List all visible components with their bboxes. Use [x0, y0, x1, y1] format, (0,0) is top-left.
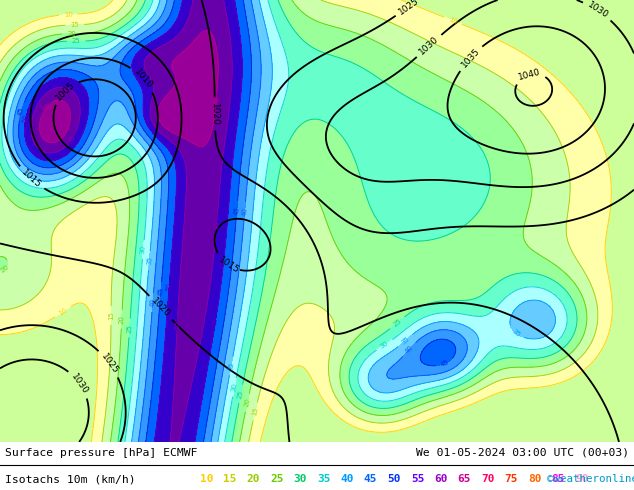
Text: 1025: 1025: [398, 0, 421, 17]
Text: 10: 10: [448, 16, 458, 25]
Text: 1030: 1030: [417, 35, 441, 57]
Text: 55: 55: [67, 134, 77, 145]
Text: 25: 25: [72, 38, 81, 44]
Text: 10: 10: [58, 307, 68, 317]
Text: 25: 25: [237, 389, 245, 399]
Text: 1030: 1030: [585, 0, 609, 21]
Text: 1025: 1025: [99, 351, 120, 375]
Text: Isotachs 10m (km/h): Isotachs 10m (km/h): [5, 474, 136, 485]
Text: ©weatheronline.co.uk: ©weatheronline.co.uk: [547, 474, 634, 485]
Text: 1020: 1020: [150, 296, 172, 319]
Text: 45: 45: [157, 287, 164, 296]
Text: 40: 40: [340, 474, 354, 485]
Text: 65: 65: [458, 474, 471, 485]
Text: 50: 50: [166, 282, 172, 291]
Text: 20: 20: [0, 264, 10, 274]
Text: 50: 50: [387, 474, 401, 485]
Text: 90: 90: [575, 474, 588, 485]
Text: 50: 50: [212, 317, 219, 326]
Text: 45: 45: [439, 359, 450, 368]
Text: 80: 80: [528, 474, 541, 485]
Text: 20: 20: [247, 474, 260, 485]
Text: 10: 10: [63, 11, 73, 18]
Text: 35: 35: [228, 361, 235, 371]
Text: 1040: 1040: [517, 68, 541, 82]
Text: 1015: 1015: [20, 168, 42, 190]
Text: 25: 25: [126, 323, 133, 333]
Text: 75: 75: [505, 474, 518, 485]
Text: 55: 55: [213, 220, 220, 229]
Text: 25: 25: [392, 318, 403, 328]
Text: 30: 30: [294, 474, 307, 485]
Text: 35: 35: [146, 256, 153, 266]
Text: 40: 40: [242, 207, 248, 216]
Text: 35: 35: [400, 336, 410, 346]
Text: 45: 45: [364, 474, 377, 485]
Text: 40: 40: [404, 344, 415, 355]
Text: 35: 35: [317, 474, 330, 485]
Text: 15: 15: [108, 311, 114, 320]
Text: 40: 40: [150, 298, 156, 307]
Text: 1010: 1010: [132, 67, 154, 90]
Text: 20: 20: [67, 30, 76, 37]
Text: 45: 45: [233, 206, 240, 215]
Text: 10: 10: [200, 474, 213, 485]
Text: 50: 50: [22, 113, 30, 122]
Text: 60: 60: [213, 94, 220, 103]
Text: 35: 35: [510, 328, 521, 338]
Text: 15: 15: [251, 407, 259, 416]
Text: Surface pressure [hPa] ECMWF: Surface pressure [hPa] ECMWF: [5, 447, 198, 458]
Text: 55: 55: [411, 474, 424, 485]
Text: 1035: 1035: [459, 47, 481, 70]
Text: 15: 15: [223, 474, 236, 485]
Text: 25: 25: [270, 474, 283, 485]
Text: 60: 60: [434, 474, 448, 485]
Text: 60: 60: [41, 102, 51, 113]
Text: 20: 20: [119, 315, 125, 324]
Text: 1005: 1005: [54, 80, 76, 102]
Text: We 01-05-2024 03:00 UTC (00+03): We 01-05-2024 03:00 UTC (00+03): [416, 447, 629, 458]
Text: 1020: 1020: [210, 102, 219, 125]
Text: 1015: 1015: [217, 255, 241, 275]
Text: 30: 30: [140, 245, 146, 254]
Text: 55: 55: [174, 319, 181, 329]
Text: 30: 30: [231, 383, 238, 392]
Text: 15: 15: [70, 22, 79, 28]
Text: 45: 45: [17, 106, 25, 117]
Text: 85: 85: [552, 474, 565, 485]
Text: 70: 70: [481, 474, 495, 485]
Text: 1030: 1030: [69, 372, 90, 396]
Text: 20: 20: [243, 398, 251, 408]
Text: 30: 30: [379, 340, 390, 350]
